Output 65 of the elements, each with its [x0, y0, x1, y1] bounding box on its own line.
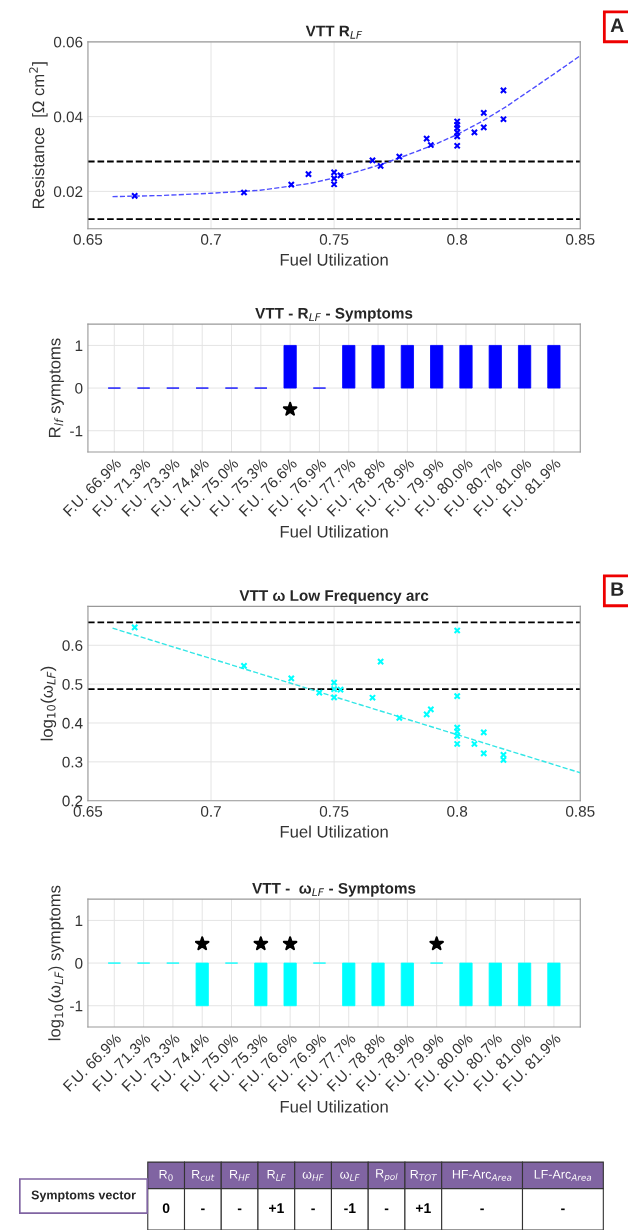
chart-title: VTT ω Low Frequency arc — [239, 590, 429, 604]
x-tick-label: 0.85 — [566, 805, 595, 817]
text: A — [610, 18, 624, 32]
y-tick-label: 0.2 — [62, 795, 83, 807]
x-tick-label: 0.65 — [73, 805, 103, 817]
text: - — [237, 1208, 242, 1211]
chart-title: VTT - ω$_{LF}$ - Symptoms — [252, 882, 416, 897]
x-tick-label: 0.85 — [566, 234, 595, 245]
y-tick-label: 0.02 — [53, 186, 83, 198]
text: -1 — [344, 1203, 356, 1213]
y-tick-label: 0.06 — [53, 36, 83, 48]
category-label: R$_{pol}$ — [376, 1169, 398, 1182]
x-tick-label: 0.7 — [200, 234, 221, 245]
x-axis-title: Fuel Utilization — [280, 1100, 388, 1113]
point — [427, 141, 435, 149]
y-axis-title: log$_{10}$(ω$_{LF}$) symptoms — [48, 885, 64, 1041]
category-label: R$_{0}$ — [159, 1170, 173, 1181]
y-tick-label: 0 — [75, 957, 83, 969]
category-label: R$_{HF}$ — [230, 1170, 250, 1181]
category-label: R$_{cut}$ — [192, 1170, 215, 1181]
text: - — [311, 1208, 315, 1211]
y-tick-label: -1 — [70, 425, 83, 437]
category-label: ω$_{LF}$ — [340, 1171, 360, 1181]
text: +1 — [415, 1203, 431, 1213]
x-tick-label: 0.8 — [447, 805, 468, 817]
category-label: Symptoms vector — [31, 1190, 136, 1202]
category-label: LF-Arc$_{Area}$ — [534, 1170, 592, 1181]
x-tick-label: 0.75 — [319, 234, 349, 245]
y-tick-label: 1 — [75, 915, 83, 926]
y-tick-label: 1 — [75, 340, 83, 351]
point — [376, 657, 385, 666]
chart-title: VTT R$_{LF}$ — [305, 25, 363, 39]
category-label: HF-Arc$_{Area}$ — [452, 1170, 512, 1181]
y-tick-label: 0.6 — [62, 640, 83, 651]
x-tick-label: 0.75 — [319, 805, 349, 817]
line-series — [111, 54, 581, 198]
category-label: R$_{LF}$ — [267, 1170, 286, 1181]
text: - — [201, 1208, 205, 1211]
text: +1 — [269, 1203, 284, 1213]
text: - — [480, 1208, 484, 1211]
y-tick-label: -1 — [70, 1000, 83, 1012]
text: B — [611, 582, 624, 596]
x-axis-title: Fuel Utilization — [280, 825, 388, 838]
category-label: ω$_{HF}$ — [302, 1171, 324, 1181]
text: - — [561, 1208, 565, 1211]
x-tick-label: 0.7 — [200, 805, 221, 817]
y-axis-title: R$_{lf}$ symptoms — [48, 338, 64, 438]
x-tick-label: 0.8 — [447, 234, 468, 245]
point — [499, 86, 508, 95]
y-tick-label: 0.04 — [53, 111, 83, 123]
point — [368, 156, 377, 164]
category-label: R$_{TOT}$ — [410, 1170, 438, 1181]
chart-title: VTT - R$_{LF}$ - Symptoms — [255, 307, 413, 322]
y-tick-label: 0 — [75, 382, 83, 394]
y-axis-title: Resistance [Ω cm$^{2}$] — [29, 62, 48, 209]
y-axis-title: log$_{10}$(ω$_{LF}$) — [40, 666, 57, 741]
text: 0 — [162, 1203, 170, 1214]
x-axis-title: Fuel Utilization — [280, 525, 388, 538]
y-tick-label: 0.4 — [62, 717, 83, 729]
x-tick-label: 0.65 — [73, 234, 103, 245]
y-tick-label: 0.5 — [62, 678, 83, 690]
point — [240, 662, 248, 670]
text: - — [384, 1208, 389, 1211]
x-axis-title: Fuel Utilization — [280, 253, 388, 266]
y-tick-label: 0.3 — [62, 756, 83, 768]
